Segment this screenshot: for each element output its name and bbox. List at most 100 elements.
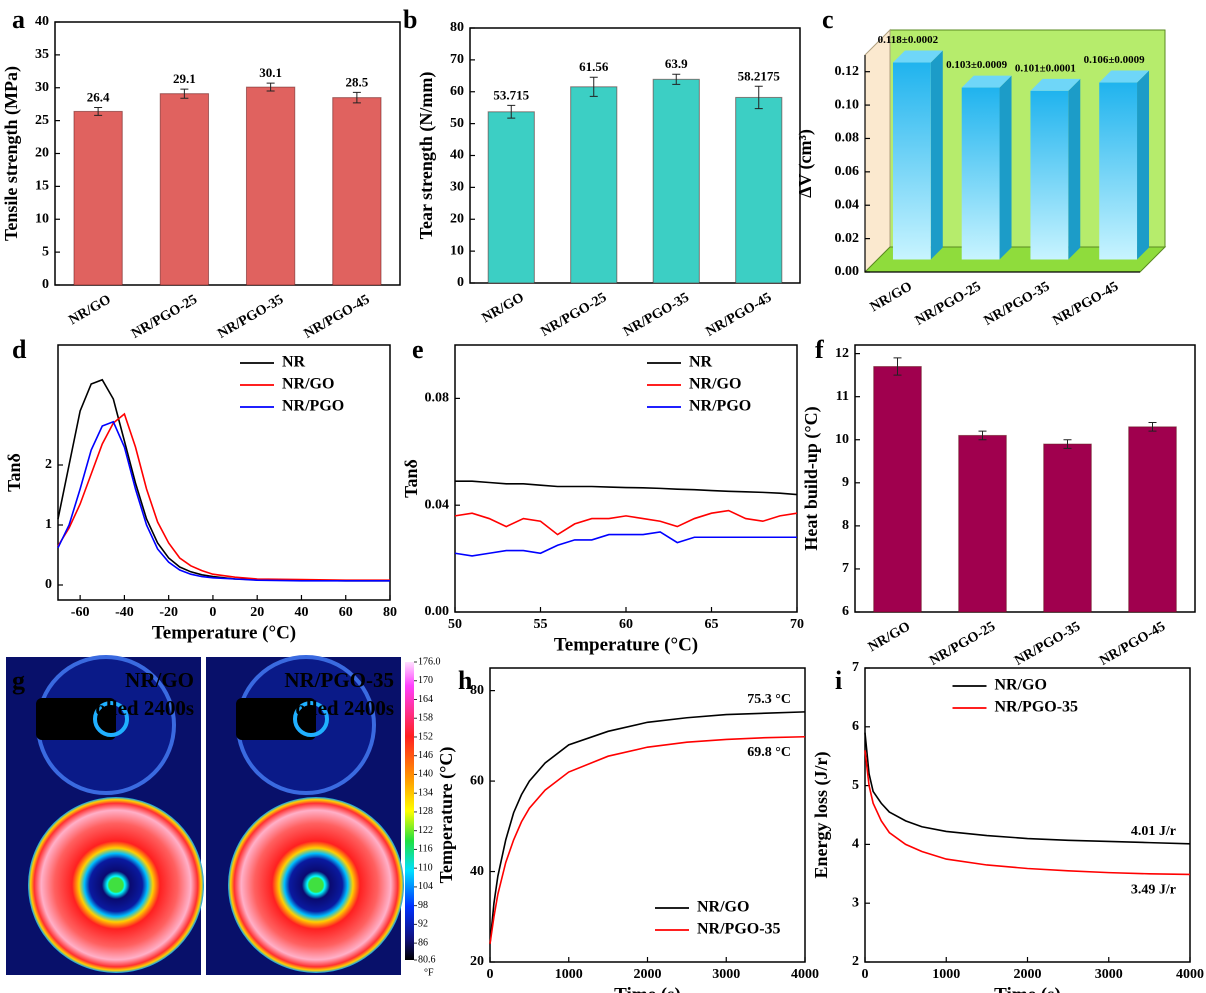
bar: [570, 86, 618, 284]
y-axis-label: ΔV (cm³): [795, 129, 816, 198]
error-bar: [94, 106, 103, 116]
hot-roller: [28, 797, 204, 973]
y-tick-label: 0.04: [425, 497, 450, 512]
y-tick-label: 0.12: [835, 64, 860, 79]
legend-label: NR/PGO: [689, 398, 751, 415]
x-tick-label: NR/PGO-25: [129, 292, 200, 342]
y-tick-label: 30: [450, 180, 464, 195]
value-label: 53.715: [493, 87, 529, 102]
x-tick-label: 1000: [555, 967, 583, 982]
colorbar-label: 146: [418, 750, 433, 761]
error-bar: [507, 104, 516, 119]
colorbar-label: 80.6: [418, 954, 436, 965]
bar: [873, 366, 922, 613]
x-axis-label: Time (s): [614, 984, 681, 993]
y-tick-label: 0.02: [835, 231, 860, 246]
y-tick-label: 8: [842, 518, 849, 533]
plot-frame: [854, 344, 1196, 613]
y-tick-label: 0.06: [835, 164, 860, 179]
bar-side: [1068, 78, 1081, 260]
value-label: 63.9: [665, 56, 688, 71]
image-title: NR/GO: [125, 668, 194, 692]
bar: [245, 86, 296, 286]
y-tick-label: 0: [457, 275, 464, 290]
x-tick-label: NR/PGO-45: [1050, 279, 1121, 329]
plot-frame: [489, 667, 806, 963]
y-tick-label: 0.04: [835, 197, 860, 212]
hot-roller: [228, 797, 404, 973]
hub: [93, 701, 129, 737]
error-bar: [589, 76, 598, 97]
x-tick-label: 3000: [1095, 967, 1123, 982]
error-bar: [672, 73, 681, 85]
x-tick-label: NR/PGO-35: [621, 290, 692, 340]
plot-frame: [454, 344, 798, 613]
value-label: 30.1: [259, 65, 282, 80]
line-series: [57, 420, 390, 582]
y-tick-label: 11: [836, 389, 849, 404]
panel-letter: h: [458, 666, 473, 695]
colorbar-label: 92: [418, 919, 428, 930]
image-subtitle: rolled 2400s: [86, 696, 194, 720]
image-subtitle: rolled 2400s: [286, 696, 394, 720]
x-tick-label: 40: [294, 605, 308, 620]
line-series: [454, 531, 797, 557]
y-tick-label: 6: [842, 604, 849, 619]
annotation: 3.49 J/r: [1131, 883, 1176, 898]
bar: [958, 434, 1007, 613]
legend-label: NR/GO: [697, 899, 749, 916]
value-label: 26.4: [87, 89, 110, 104]
bar-side: [999, 75, 1012, 260]
y-tick-label: 50: [450, 116, 464, 131]
panel-letter: a: [12, 5, 25, 34]
y-tick-label: 40: [470, 864, 484, 879]
x-tick-label: NR/GO: [866, 619, 913, 655]
y-tick-label: 10: [35, 211, 49, 226]
y-tick-label: 0.10: [835, 97, 860, 112]
y-axis-label: Temperature (°C): [436, 747, 457, 884]
y-tick-label: 12: [835, 346, 849, 361]
y-tick-label: 6: [852, 719, 859, 734]
x-tick-label: NR/PGO-45: [704, 290, 775, 340]
colorbar-label: 170: [418, 675, 433, 686]
x-tick-label: -40: [115, 605, 134, 620]
x-axis-label: Temperature (°C): [152, 622, 296, 643]
bar: [1030, 90, 1069, 260]
y-tick-label: 4: [852, 837, 859, 852]
colorbar-label: 122: [418, 825, 433, 836]
y-tick-label: 20: [450, 211, 464, 226]
y-tick-label: 10: [835, 432, 849, 447]
bar-top: [1030, 78, 1081, 91]
legend-label: NR/PGO-35: [697, 921, 781, 938]
y-tick-label: 15: [35, 179, 49, 194]
bar-top: [892, 50, 943, 63]
y-tick-label: 0.08: [835, 131, 860, 146]
x-axis-label: Time (s): [994, 984, 1061, 993]
colorbar-unit: °F: [424, 967, 434, 978]
x-tick-label: NR/PGO-45: [1097, 619, 1168, 669]
x-tick-label: NR/PGO-35: [215, 292, 286, 342]
line-series: [489, 735, 806, 945]
bar: [652, 78, 700, 284]
panel-letter: i: [835, 666, 842, 695]
bar-side: [1137, 70, 1150, 260]
panel-letter: e: [412, 335, 424, 364]
y-tick-label: 2: [45, 457, 52, 472]
x-tick-label: NR/GO: [868, 279, 915, 315]
x-tick-label: 55: [534, 617, 548, 632]
colorbar-label: 134: [418, 787, 433, 798]
y-tick-label: 30: [35, 80, 49, 95]
y-axis-label: Energy loss (J/r): [811, 752, 832, 879]
y-tick-label: 80: [450, 20, 464, 35]
x-tick-label: NR/PGO-25: [913, 279, 984, 329]
y-tick-label: 40: [450, 148, 464, 163]
y-tick-label: 0.00: [835, 264, 860, 279]
value-label: 61.56: [579, 59, 609, 74]
x-tick-label: 60: [619, 617, 633, 632]
colorbar-label: 116: [418, 844, 433, 855]
y-tick-label: 3: [852, 895, 859, 910]
x-tick-label: 20: [250, 605, 264, 620]
bar: [159, 93, 210, 286]
bar-top: [1099, 70, 1150, 83]
y-tick-label: 60: [470, 773, 484, 788]
